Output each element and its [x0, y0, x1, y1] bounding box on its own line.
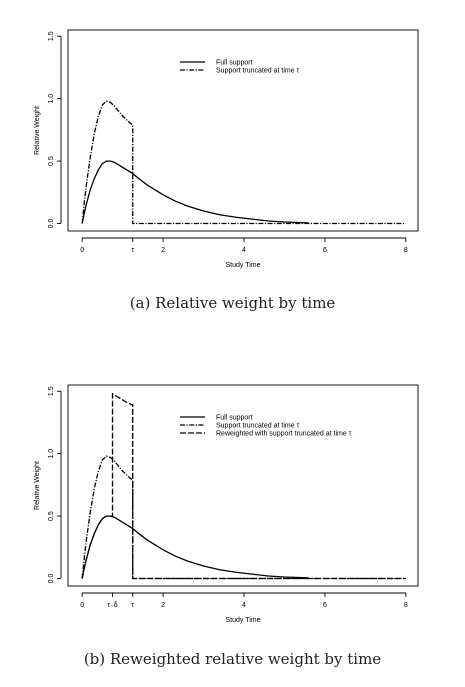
plot-frame	[67, 29, 419, 232]
x-tick-label: τ	[131, 602, 134, 609]
x-axis-label: Study Time	[225, 262, 260, 269]
legend-label-1: Support truncated at time τ	[216, 68, 300, 75]
y-axis-label: Relative Weight	[34, 461, 41, 510]
x-tick-label: 0	[80, 247, 84, 254]
chart-b: 0.0 0.5 1.0 1.5 0 τ₋δ τ 2 4 6 8 Study Time Relative …	[34, 384, 419, 624]
legend-label-0: Full support	[216, 60, 253, 67]
y-tick-label: 0.5	[48, 511, 55, 521]
legend-label-2: Reweighted with support truncated at tim…	[216, 431, 352, 438]
y-tick-label: 1.5	[48, 31, 55, 41]
y-tick-label: 0.5	[48, 156, 55, 166]
x-tick-label: 8	[404, 602, 408, 609]
x-tick-label: 6	[323, 602, 327, 609]
series-line-2	[81, 392, 406, 580]
x-tick-label: 4	[242, 247, 246, 254]
chart-a: 0.0 0.5 1.0 1.5 0 τ 2 4 6 8 Study Time Relative Wei…	[34, 29, 419, 269]
x-tick-label: τ	[131, 247, 134, 254]
x-tick-label: 8	[404, 247, 408, 254]
caption-a: (a) Relative weight by time	[129, 294, 336, 312]
series-line-0	[81, 160, 309, 224]
legend-label-1: Support truncated at time τ	[216, 423, 300, 430]
x-tick-label: 0	[80, 602, 84, 609]
x-tick-label: 2	[161, 247, 165, 254]
caption-b: (b) Reweighted relative weight by time	[83, 650, 382, 668]
y-tick-label: 1.0	[48, 449, 55, 459]
x-axis-label: Study Time	[225, 617, 260, 624]
y-tick-label: 0.0	[48, 219, 55, 229]
legend-label-0: Full support	[216, 415, 253, 422]
y-axis-label: Relative Weight	[34, 106, 41, 155]
y-tick-label: 1.0	[48, 94, 55, 104]
y-tick-label: 1.5	[48, 386, 55, 396]
series-line-1	[81, 100, 406, 225]
x-tick-label: 6	[323, 247, 327, 254]
x-tick-label: 4	[242, 602, 246, 609]
x-tick-label: τ₋δ	[107, 602, 117, 609]
series-line-1	[81, 455, 406, 580]
series-line-0	[81, 515, 309, 579]
y-tick-label: 0.0	[48, 574, 55, 584]
x-tick-label: 2	[161, 602, 165, 609]
plot-frame	[67, 384, 419, 587]
